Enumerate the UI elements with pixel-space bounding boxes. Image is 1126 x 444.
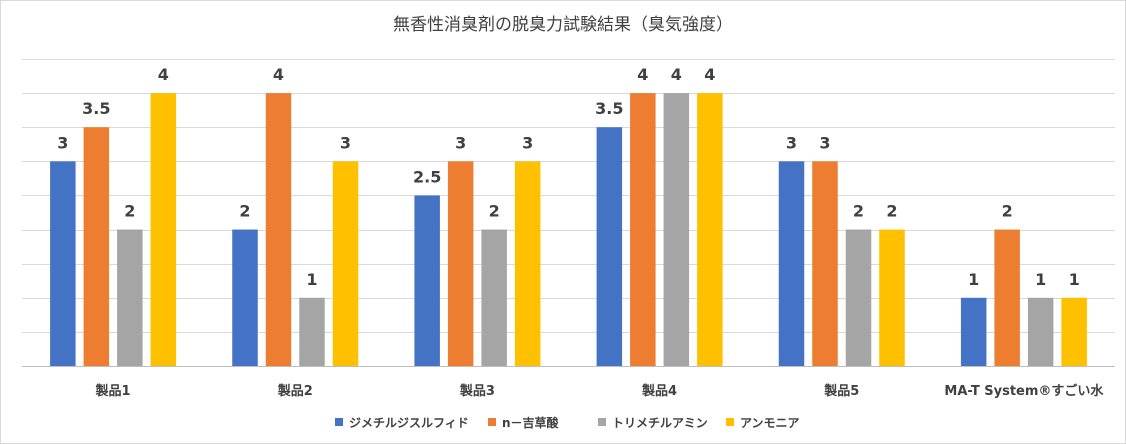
data-label: 2 [239, 202, 250, 221]
category-label: 製品2 [277, 383, 313, 399]
data-label: 4 [158, 65, 169, 84]
bar [299, 297, 325, 366]
data-label: 1 [306, 270, 317, 289]
data-label: 3 [455, 133, 466, 152]
data-label: 1 [1035, 270, 1046, 289]
gridlines [22, 59, 1115, 367]
bar [697, 93, 723, 366]
data-label: 2 [853, 202, 864, 221]
legend-label: n－吉草酸 [502, 415, 560, 430]
legend-swatch [335, 418, 343, 426]
data-label: 4 [704, 65, 715, 84]
data-label: 2.5 [413, 167, 441, 186]
bar [50, 161, 76, 366]
data-label: 1 [968, 270, 979, 289]
category-label: MA-T System®すごい水 [944, 383, 1104, 399]
category-label: 製品1 [95, 383, 131, 399]
legend-label: ジメチルジスルフィド [349, 416, 469, 430]
data-label: 2 [886, 202, 897, 221]
bar [879, 229, 905, 366]
chart-title: 無香性消臭剤の脱臭力試験結果（臭気強度） [393, 15, 733, 35]
bar [812, 161, 838, 366]
category-label: 製品4 [641, 383, 677, 399]
data-label: 3 [522, 133, 533, 152]
legend-label: アンモニア [740, 416, 800, 430]
data-label: 2 [124, 202, 135, 221]
bar [1061, 297, 1087, 366]
data-label: 1 [1069, 270, 1080, 289]
category-label: 製品3 [459, 383, 495, 399]
bar [630, 93, 656, 366]
legend-swatch [598, 418, 606, 426]
bar [83, 127, 110, 366]
bar [117, 229, 143, 366]
data-label: 3.5 [595, 99, 623, 118]
data-label: 3.5 [82, 99, 110, 118]
bar [232, 229, 258, 366]
data-label: 4 [637, 65, 648, 84]
bar [994, 229, 1020, 366]
data-label: 4 [671, 65, 682, 84]
data-label: 2 [489, 202, 500, 221]
data-labels: 3 3.5 2 4 2 4 1 3 2.5 3 2 3 3.5 4 4 4 3 3 2 2 1 2 1 1 [57, 65, 1079, 289]
category-label: 製品5 [823, 383, 859, 399]
legend-swatch [726, 418, 734, 426]
bar [960, 297, 987, 366]
bar [150, 93, 177, 366]
bar [481, 229, 507, 366]
legend-label: トリメチルアミン [612, 416, 708, 430]
bar [845, 229, 872, 366]
bar [596, 127, 623, 366]
legend: ジメチルジスルフィド n－吉草酸 トリメチルアミン アンモニア [335, 415, 800, 430]
bar [447, 161, 474, 366]
bar [1027, 297, 1054, 366]
data-label: 3 [57, 133, 68, 152]
data-label: 3 [819, 133, 830, 152]
data-label: 3 [786, 133, 797, 152]
bar [332, 161, 359, 366]
data-label: 4 [273, 65, 284, 84]
legend-swatch [488, 418, 496, 426]
bar [414, 195, 440, 366]
data-label: 2 [1002, 202, 1013, 221]
bar [514, 161, 541, 366]
bar [265, 93, 292, 366]
bars [50, 93, 1087, 366]
data-label: 3 [340, 133, 351, 152]
bar [663, 93, 690, 366]
category-labels: 製品1 製品2 製品3 製品4 製品5 MA-T System®すごい水 [95, 383, 1105, 399]
bar [778, 161, 805, 366]
